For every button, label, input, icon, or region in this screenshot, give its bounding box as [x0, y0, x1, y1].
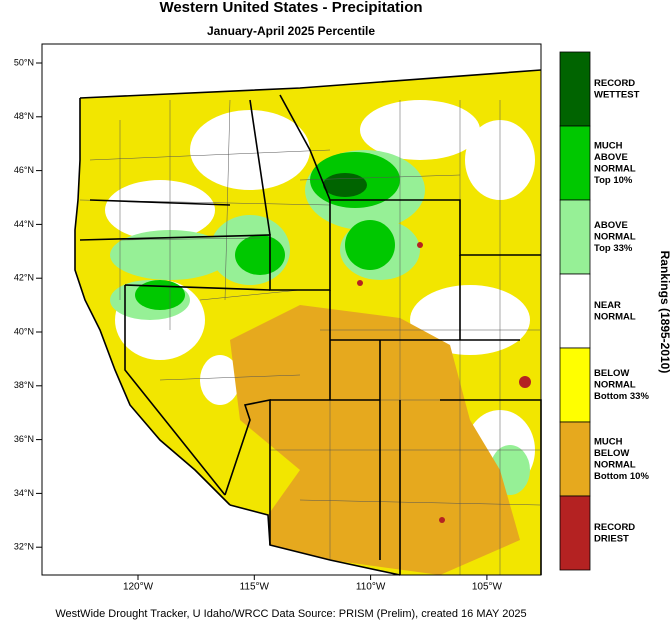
- legend-swatch: [559, 421, 591, 497]
- lat-label: 42°N: [14, 273, 34, 283]
- legend-swatch: [559, 51, 591, 127]
- legend-label: BELOW: [594, 368, 629, 379]
- legend-label: RECORD: [594, 522, 635, 533]
- lat-label: 34°N: [14, 488, 34, 498]
- lat-label: 46°N: [14, 165, 34, 175]
- lat-label: 48°N: [14, 111, 34, 121]
- lat-label: 32°N: [14, 542, 34, 552]
- lon-label: 110°W: [356, 582, 386, 593]
- legend-label: BELOW: [594, 448, 629, 459]
- legend-label: MUCH: [594, 436, 623, 447]
- legend-swatch: [559, 347, 591, 423]
- legend-label: NEAR: [594, 300, 621, 311]
- legend-label: RECORD: [594, 78, 635, 89]
- legend-label: NORMAL: [594, 163, 636, 174]
- lat-label: 36°N: [14, 434, 34, 444]
- title: Western United States - Precipitation: [159, 0, 422, 16]
- legend-label: WETTEST: [594, 89, 640, 100]
- lon-label: 105°W: [472, 582, 503, 593]
- legend-swatch: [559, 273, 591, 349]
- legend-label: NORMAL: [594, 380, 636, 391]
- lat-label: 40°N: [14, 326, 34, 336]
- lat-label: 38°N: [14, 380, 34, 390]
- lon-label: 120°W: [123, 582, 154, 593]
- lat-label: 44°N: [14, 219, 34, 229]
- legend-label: Top 10%: [594, 175, 633, 186]
- lon-label: 115°W: [240, 582, 270, 593]
- lat-label: 50°N: [14, 57, 34, 67]
- subtitle: January-April 2025 Percentile: [207, 24, 375, 38]
- legend-label: DRIEST: [594, 533, 629, 544]
- legend-label: MUCH: [594, 140, 623, 151]
- legend-label: ABOVE: [594, 152, 628, 163]
- map: [41, 43, 542, 576]
- footer: WestWide Drought Tracker, U Idaho/WRCC D…: [55, 608, 526, 620]
- legend-label: NORMAL: [594, 232, 636, 243]
- legend-label: NORMAL: [594, 311, 636, 322]
- legend-label: Bottom 33%: [594, 391, 649, 402]
- legend-swatch: [559, 495, 591, 571]
- legend-label: ABOVE: [594, 220, 628, 231]
- legend-label: Top 33%: [594, 243, 633, 254]
- legend-swatch: [559, 125, 591, 201]
- legend-swatch: [559, 199, 591, 275]
- legend-label: Bottom 10%: [594, 471, 649, 482]
- legend-axis-title: Rankings (1895-2010): [658, 251, 671, 374]
- legend-label: NORMAL: [594, 459, 636, 470]
